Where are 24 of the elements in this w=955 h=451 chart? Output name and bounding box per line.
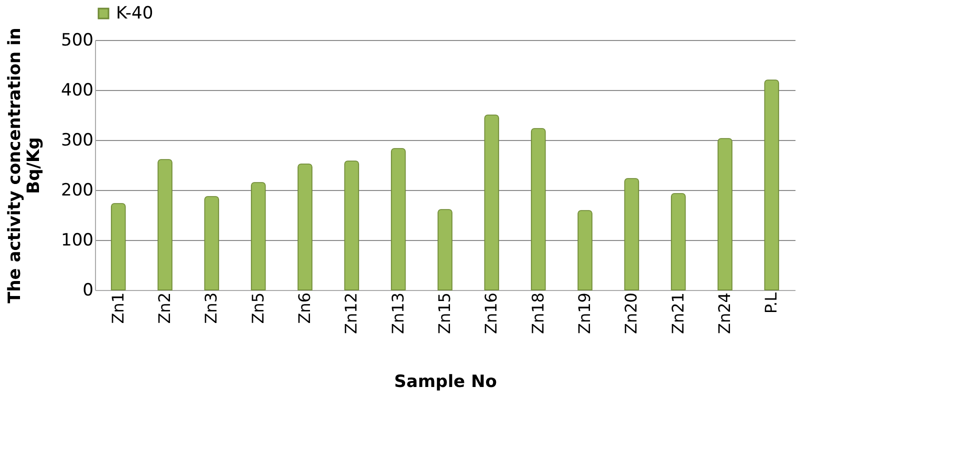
x-tick-label: Zn12 xyxy=(342,292,361,334)
x-tick-label: Zn15 xyxy=(435,292,454,334)
x-tick-label: Zn16 xyxy=(482,292,501,334)
x-tick-label: Zn6 xyxy=(295,292,314,324)
legend-label: K-40 xyxy=(116,4,154,24)
y-tick-label: 400 xyxy=(61,80,94,100)
x-tick-label: Zn21 xyxy=(668,292,688,334)
y-tick-label: 300 xyxy=(61,130,94,150)
x-tick-label: Zn24 xyxy=(715,292,734,334)
x-tick-label: Zn20 xyxy=(622,292,641,334)
y-tick-label: 0 xyxy=(82,280,94,300)
y-axis-title: The activity concentration in Bq/Kg xyxy=(5,28,44,304)
x-axis-title: Sample No xyxy=(394,372,497,392)
x-tick-label: Zn19 xyxy=(575,292,594,334)
x-tick-label: Zn3 xyxy=(202,292,221,324)
x-tick-label: Zn5 xyxy=(248,292,268,324)
y-tick-label: 100 xyxy=(61,230,94,250)
y-tick-label: 500 xyxy=(61,30,94,50)
x-tick-label: Zn1 xyxy=(108,292,128,324)
x-tick-label: Zn18 xyxy=(528,292,548,334)
x-tick-label: Zn13 xyxy=(388,292,408,334)
x-tick-label: Zn2 xyxy=(155,292,174,324)
y-tick-label: 200 xyxy=(61,180,94,200)
x-tick-label: P.L xyxy=(762,292,781,314)
